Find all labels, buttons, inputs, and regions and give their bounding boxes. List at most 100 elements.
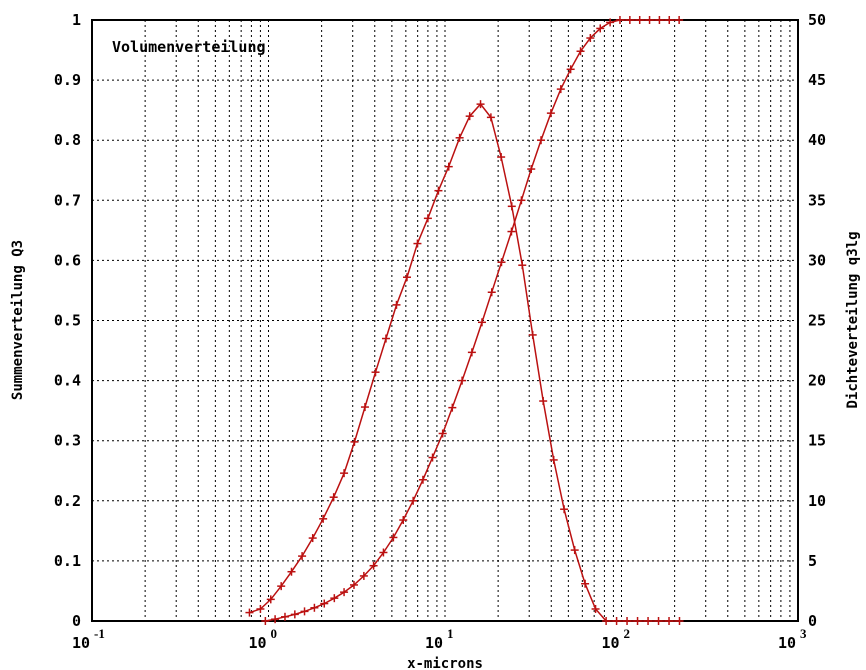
data-point	[434, 186, 443, 195]
data-point	[546, 109, 555, 118]
data-point	[444, 162, 453, 171]
data-point	[392, 300, 401, 309]
data-point	[581, 579, 590, 588]
data-point	[340, 469, 349, 478]
data-point	[399, 516, 408, 525]
data-point	[633, 617, 642, 625]
data-point	[654, 617, 663, 625]
data-point	[423, 214, 432, 223]
data-point	[497, 258, 506, 267]
y-tick-label: 0.2	[54, 492, 81, 510]
data-point	[527, 165, 536, 174]
data-point	[271, 615, 280, 624]
y-axis-label: Summenverteilung Q3	[10, 240, 26, 400]
data-point	[528, 330, 537, 339]
data-point	[438, 429, 447, 438]
plot-frame	[91, 19, 799, 622]
data-point	[635, 16, 644, 24]
y2-axis-label: Dichteverteilung q3lg	[845, 231, 861, 408]
data-point	[591, 604, 600, 613]
y2-tick-label: 35	[808, 191, 826, 209]
x-tick-label: 10	[248, 634, 266, 652]
data-point	[665, 16, 674, 24]
x-tick-label: 10	[601, 634, 619, 652]
data-point	[606, 18, 615, 27]
y-tick-label: 0.1	[54, 552, 81, 570]
data-point	[245, 608, 254, 617]
y-tick-label: 0.6	[54, 251, 81, 269]
data-point	[507, 202, 516, 211]
data-point	[467, 348, 476, 357]
y-tick-label: 0.7	[54, 191, 81, 209]
data-point	[518, 261, 527, 270]
y2-tick-label: 20	[808, 372, 826, 390]
data-point	[665, 617, 674, 625]
y-tick-label: 0.5	[54, 312, 81, 330]
x-tick-exponent: 1	[447, 626, 454, 641]
data-point	[381, 334, 390, 343]
data-point	[458, 376, 467, 385]
y2-tick-label: 45	[808, 71, 826, 89]
data-point	[549, 455, 558, 464]
y2-tick-label: 30	[808, 251, 826, 269]
data-point	[537, 136, 546, 145]
data-point	[340, 588, 349, 597]
data-point	[644, 617, 653, 625]
data-point	[359, 571, 368, 580]
x-tick-exponent: 3	[800, 626, 807, 641]
y2-tick-label: 0	[808, 612, 817, 630]
y-tick-label: 0.3	[54, 432, 81, 450]
x-tick-label: 10	[425, 634, 443, 652]
data-point	[497, 153, 506, 162]
data-point	[455, 133, 464, 142]
data-point	[623, 617, 632, 625]
data-point	[570, 546, 579, 555]
data-point	[329, 493, 338, 502]
data-point	[261, 617, 270, 625]
y2-tick-label: 10	[808, 492, 826, 510]
data-point	[298, 552, 307, 561]
y2-tick-label: 5	[808, 552, 817, 570]
data-point	[266, 595, 275, 604]
data-point	[418, 475, 427, 484]
data-point	[612, 617, 621, 625]
data-point	[319, 514, 328, 523]
y2-tick-label: 25	[808, 312, 826, 330]
data-point	[675, 617, 684, 625]
x-tick-exponent: -1	[94, 626, 105, 641]
data-point	[507, 227, 516, 236]
data-point	[308, 534, 317, 543]
data-point	[566, 65, 575, 74]
data-point	[379, 548, 388, 557]
data-point	[465, 112, 474, 121]
x-axis-label: x-microns	[407, 656, 483, 670]
data-point	[409, 496, 418, 505]
data-point	[517, 196, 526, 205]
data-point	[615, 16, 624, 24]
data-point	[349, 580, 358, 589]
grid	[92, 20, 798, 621]
data-point	[486, 113, 495, 122]
x-tick-label: 10	[72, 634, 90, 652]
data-point	[645, 16, 654, 24]
x-tick-exponent: 0	[271, 626, 278, 641]
data-point	[602, 617, 611, 625]
data-point	[287, 567, 296, 576]
data-point	[350, 437, 359, 446]
data-point	[596, 24, 605, 33]
data-point	[586, 34, 595, 43]
data-point	[576, 47, 585, 56]
data-point	[675, 16, 684, 24]
data-point	[277, 582, 286, 591]
data-point	[389, 533, 398, 542]
y2-tick-label: 40	[808, 131, 826, 149]
data-point	[413, 239, 422, 248]
data-point	[560, 505, 569, 514]
y2-tick-label: 50	[808, 11, 826, 29]
data-point	[310, 603, 319, 612]
data-point	[539, 397, 548, 406]
data-point	[290, 610, 299, 619]
data-point	[330, 594, 339, 603]
y2-tick-label: 15	[808, 432, 826, 450]
